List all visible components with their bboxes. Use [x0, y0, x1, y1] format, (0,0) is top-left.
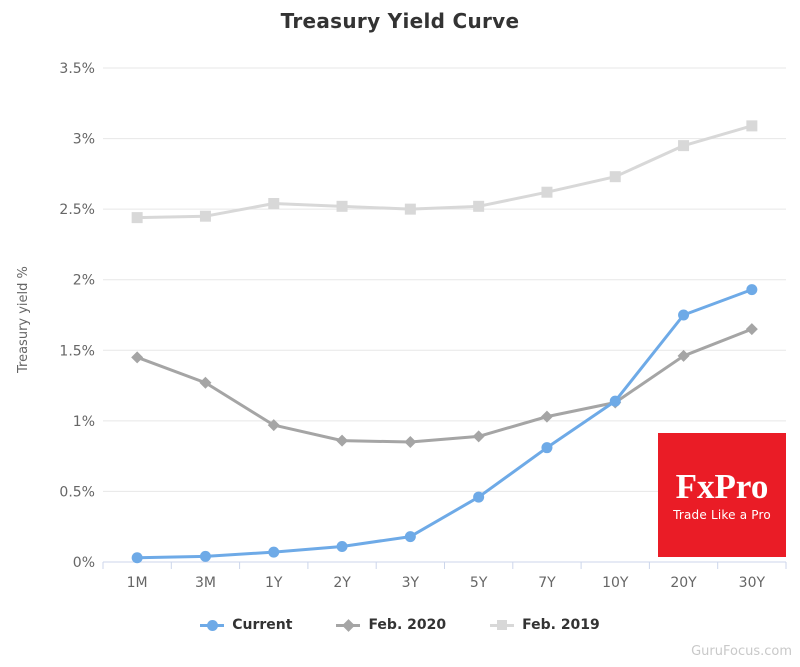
- legend-item-current[interactable]: Current: [200, 617, 292, 633]
- data-point-feb-2019-1Y[interactable]: [268, 197, 280, 209]
- fxpro-brand-text: FxPro: [675, 466, 769, 506]
- data-point-current-10Y[interactable]: [609, 395, 621, 407]
- data-point-feb-2020-5Y[interactable]: [472, 430, 485, 443]
- data-point-feb-2019-20Y[interactable]: [678, 140, 690, 152]
- data-point-feb-2019-10Y[interactable]: [609, 171, 621, 183]
- y-tick-label-2%: 2%: [73, 273, 95, 289]
- series-line-feb-2020: [135, 327, 754, 444]
- data-point-feb-2020-1M[interactable]: [131, 351, 144, 364]
- data-point-current-1Y[interactable]: [268, 546, 280, 558]
- x-tick-label-5Y: 5Y: [470, 575, 488, 591]
- data-point-feb-2019-2Y[interactable]: [336, 200, 348, 212]
- x-tick-label-20Y: 20Y: [670, 575, 697, 591]
- series-line-feb-2019: [135, 124, 754, 220]
- x-tick-label-1M: 1M: [127, 575, 148, 591]
- data-point-feb-2020-20Y[interactable]: [677, 349, 690, 362]
- legend-marker-square-icon: [490, 618, 515, 632]
- series-line-current: [135, 288, 754, 560]
- data-point-feb-2019-1M[interactable]: [131, 212, 143, 224]
- data-point-current-20Y[interactable]: [678, 309, 690, 321]
- y-tick-label-2.5%: 2.5%: [59, 202, 95, 218]
- data-point-feb-2019-3M[interactable]: [199, 210, 211, 222]
- data-point-current-2Y[interactable]: [336, 540, 348, 552]
- data-point-feb-2019-5Y[interactable]: [473, 200, 485, 212]
- legend-marker-diamond-icon: [336, 618, 361, 632]
- chart-legend: Current Feb. 2020 Feb. 2019: [0, 613, 800, 637]
- data-point-current-1M[interactable]: [131, 552, 143, 564]
- data-point-feb-2020-30Y[interactable]: [745, 323, 758, 336]
- legend-label-feb-2020: Feb. 2020: [368, 617, 447, 633]
- legend-item-feb-2019[interactable]: Feb. 2019: [490, 617, 600, 633]
- data-point-feb-2019-3Y[interactable]: [404, 203, 416, 215]
- legend-marker-circle-icon: [200, 618, 225, 632]
- legend-item-feb-2020[interactable]: Feb. 2020: [336, 617, 446, 633]
- data-point-current-3Y[interactable]: [404, 531, 416, 543]
- data-point-current-3M[interactable]: [199, 550, 211, 562]
- x-tick-label-10Y: 10Y: [602, 575, 629, 591]
- legend-label-feb-2019: Feb. 2019: [522, 617, 600, 633]
- y-tick-label-1%: 1%: [73, 414, 95, 430]
- x-tick-label-30Y: 30Y: [739, 575, 766, 591]
- fxpro-tagline-text: Trade Like a Pro: [673, 507, 771, 522]
- x-tick-label-7Y: 7Y: [538, 575, 556, 591]
- data-point-current-7Y[interactable]: [541, 442, 553, 454]
- x-tick-label-2Y: 2Y: [333, 575, 351, 591]
- y-tick-label-0.5%: 0.5%: [59, 484, 95, 500]
- y-tick-label-0%: 0%: [73, 555, 95, 571]
- legend-label-current: Current: [232, 617, 293, 633]
- y-tick-label-1.5%: 1.5%: [59, 343, 95, 359]
- data-point-feb-2020-2Y[interactable]: [336, 434, 349, 447]
- data-point-current-5Y[interactable]: [473, 491, 485, 503]
- data-point-feb-2020-3Y[interactable]: [404, 436, 417, 449]
- data-point-feb-2020-1Y[interactable]: [267, 419, 280, 432]
- gurufocus-watermark: GuruFocus.com: [691, 644, 792, 659]
- x-tick-label-3M: 3M: [195, 575, 216, 591]
- x-tick-label-3Y: 3Y: [402, 575, 420, 591]
- data-point-feb-2019-7Y[interactable]: [541, 186, 553, 198]
- data-point-feb-2020-3M[interactable]: [199, 376, 212, 389]
- data-point-current-30Y[interactable]: [746, 284, 758, 296]
- data-point-feb-2020-7Y[interactable]: [540, 410, 553, 423]
- y-tick-label-3%: 3%: [73, 132, 95, 148]
- y-tick-label-3.5%: 3.5%: [59, 61, 95, 77]
- x-tick-label-1Y: 1Y: [265, 575, 283, 591]
- chart-title: Treasury Yield Curve: [280, 9, 520, 33]
- data-point-feb-2019-30Y[interactable]: [746, 120, 758, 132]
- fxpro-logo[interactable]: FxPro Trade Like a Pro: [658, 433, 786, 557]
